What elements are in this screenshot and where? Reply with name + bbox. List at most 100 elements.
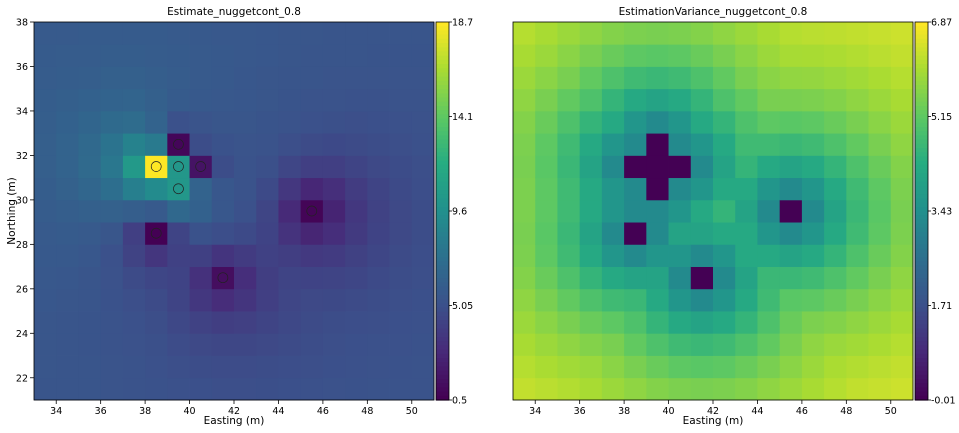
heatmap-cell <box>278 222 302 245</box>
heatmap-cell <box>300 355 324 379</box>
colorbar-segment <box>436 68 449 73</box>
heatmap-cell <box>890 66 914 90</box>
colorbar-segment <box>436 311 449 317</box>
heatmap-cell <box>757 88 781 112</box>
heatmap-cell <box>713 44 736 67</box>
heatmap-cell <box>824 244 847 267</box>
heatmap-cell <box>668 311 692 334</box>
heatmap-cell <box>624 266 647 290</box>
heatmap-cell <box>535 155 558 179</box>
x-tick-label: 50 <box>406 406 418 417</box>
heatmap-cell <box>557 311 581 334</box>
colorbar-segment <box>915 219 928 225</box>
heatmap-cell <box>735 244 758 267</box>
heatmap-cell <box>868 177 892 201</box>
heatmap-cell <box>868 288 892 312</box>
colorbar-segment <box>436 227 449 233</box>
heatmap-cell <box>389 244 413 267</box>
heatmap-cell <box>322 22 346 45</box>
heatmap-cell <box>713 266 736 290</box>
heatmap-cell <box>668 177 692 201</box>
colorbar-segment <box>436 22 449 27</box>
heatmap-cell <box>322 266 346 290</box>
colorbar-segment <box>915 349 928 355</box>
heatmap-cell <box>322 355 346 379</box>
heatmap-cell <box>601 355 625 379</box>
heatmap-cell <box>56 44 79 67</box>
heatmap-cell <box>78 244 102 267</box>
heatmap-cell <box>868 66 892 90</box>
heatmap-cell <box>690 244 714 267</box>
heatmap-cell <box>646 222 669 245</box>
heatmap-cell <box>601 22 625 45</box>
heatmap-cell <box>145 44 168 67</box>
colorbar-segment <box>436 89 449 94</box>
heatmap-cell <box>890 377 914 401</box>
heatmap-cell <box>713 288 736 312</box>
heatmap-cell <box>735 222 758 245</box>
heatmap-cell <box>322 244 346 267</box>
heatmap-cell <box>278 155 302 179</box>
colorbar-segment <box>436 341 449 346</box>
colorbar-segment <box>436 80 449 86</box>
colorbar-segment <box>915 89 928 94</box>
heatmap-cell <box>389 377 413 401</box>
heatmap-cell <box>713 355 736 379</box>
heatmap-cell <box>100 333 124 356</box>
colorbar-segment <box>915 122 928 128</box>
heatmap-cell <box>34 199 57 223</box>
heatmap-cell <box>167 222 190 245</box>
colorbar-segment <box>915 173 928 178</box>
heatmap-cell <box>624 222 647 245</box>
heatmap-cell <box>256 355 279 379</box>
heatmap-cell <box>211 22 235 45</box>
heatmap-cell <box>513 110 536 134</box>
heatmap-cell <box>846 377 869 401</box>
sample-marker <box>150 227 162 239</box>
left-sample-markers <box>150 138 318 284</box>
heatmap-cell <box>868 311 892 334</box>
heatmap-cell <box>557 333 581 356</box>
heatmap-cell <box>100 133 124 156</box>
heatmap-cell <box>735 199 758 223</box>
heatmap-cell <box>145 311 168 334</box>
heatmap-cell <box>624 44 647 67</box>
heatmap-cell <box>646 311 669 334</box>
heatmap-cell <box>34 110 57 134</box>
heatmap-cell <box>278 177 302 201</box>
heatmap-cell <box>801 222 825 245</box>
heatmap-cell <box>846 66 869 90</box>
colorbar-segment <box>436 265 449 271</box>
x-tick-label: 40 <box>663 406 675 417</box>
heatmap-cell <box>868 110 892 134</box>
heatmap-cell <box>757 177 781 201</box>
heatmap-cell <box>256 377 279 401</box>
heatmap-cell <box>824 266 847 290</box>
colorbar-segment <box>915 299 928 304</box>
heatmap-cell <box>300 110 324 134</box>
heatmap-cell <box>145 177 168 201</box>
heatmap-cell <box>411 177 435 201</box>
heatmap-cell <box>256 66 279 90</box>
heatmap-cell <box>411 377 435 401</box>
heatmap-cell <box>668 155 692 179</box>
heatmap-cell <box>624 333 647 356</box>
heatmap-cell <box>846 288 869 312</box>
heatmap-cell <box>167 288 190 312</box>
heatmap-cell <box>167 44 190 67</box>
heatmap-cell <box>211 44 235 67</box>
heatmap-cell <box>668 244 692 267</box>
heatmap-cell <box>668 199 692 223</box>
colorbar-segment <box>436 290 449 296</box>
heatmap-cell <box>868 44 892 67</box>
heatmap-cell <box>557 377 581 401</box>
colorbar-segment <box>915 244 928 250</box>
heatmap-cell <box>646 155 669 179</box>
heatmap-cell <box>579 155 603 179</box>
heatmap-cell <box>322 155 346 179</box>
heatmap-cell <box>646 66 669 90</box>
heatmap-cell <box>579 88 603 112</box>
heatmap-cell <box>735 311 758 334</box>
colorbar-segment <box>915 282 928 288</box>
heatmap-cell <box>278 133 302 156</box>
